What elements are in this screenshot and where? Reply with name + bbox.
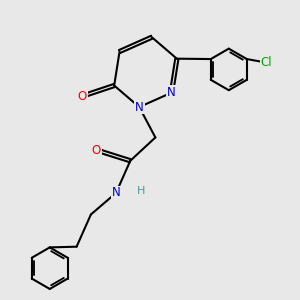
Text: H: H [137,186,145,196]
Text: N: N [167,86,176,99]
Text: O: O [77,90,87,103]
Text: Cl: Cl [261,56,272,69]
Text: N: N [135,100,144,113]
Text: N: N [112,187,120,200]
Text: O: O [92,143,101,157]
